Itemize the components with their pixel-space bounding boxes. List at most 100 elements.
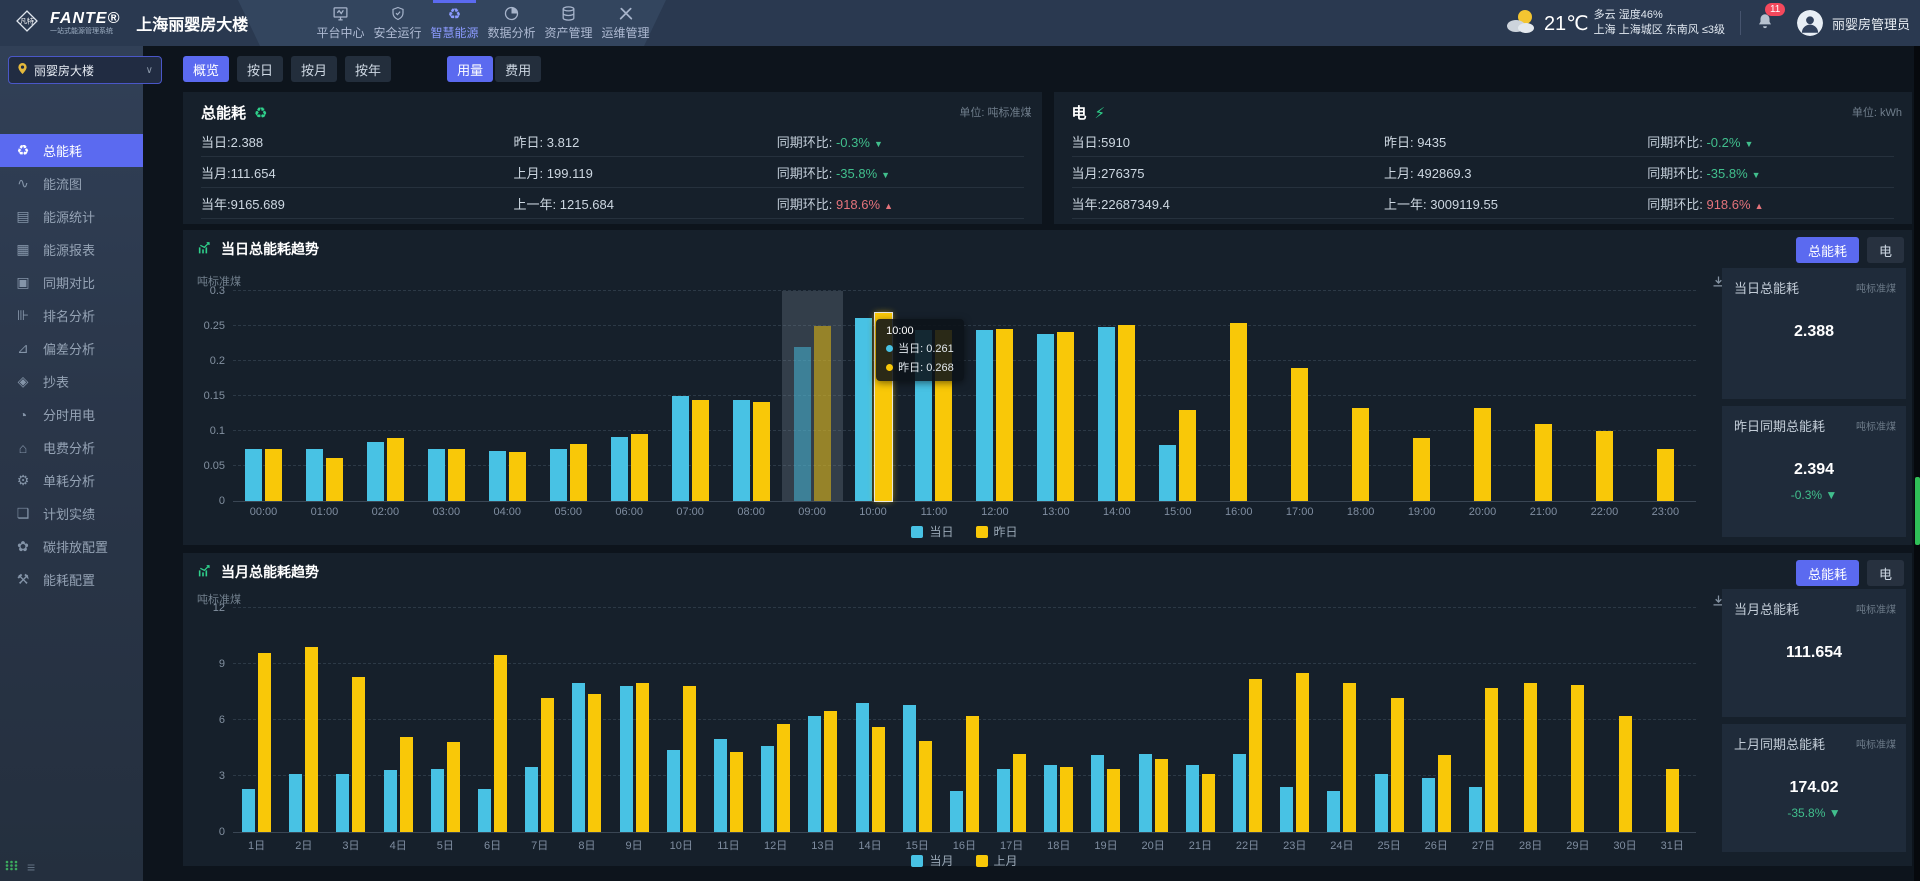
bar-当日[interactable] <box>733 400 750 502</box>
bar-昨日[interactable] <box>1230 323 1247 502</box>
nav-item-资产管理[interactable]: 资产管理 <box>540 0 597 46</box>
bar-当月[interactable] <box>997 769 1010 832</box>
sidebar-item-排名分析[interactable]: ⊪排名分析 <box>0 299 143 332</box>
sidebar-item-碳排放配置[interactable]: ✿碳排放配置 <box>0 530 143 563</box>
bar-上月[interactable] <box>352 677 365 832</box>
bar-上月[interactable] <box>1060 767 1073 832</box>
bar-上月[interactable] <box>636 683 649 832</box>
bar-上月[interactable] <box>1155 759 1168 832</box>
bar-上月[interactable] <box>588 694 601 832</box>
bar-当月[interactable] <box>1280 787 1293 832</box>
bar-当月[interactable] <box>1422 778 1435 832</box>
bar-昨日[interactable] <box>1596 431 1613 501</box>
bar-当日[interactable] <box>855 318 872 501</box>
sidebar-item-偏差分析[interactable]: ⊿偏差分析 <box>0 332 143 365</box>
legend-item-上月[interactable]: 上月 <box>976 852 1018 869</box>
bar-当月[interactable] <box>336 774 349 832</box>
bar-上月[interactable] <box>1107 769 1120 832</box>
bar-当月[interactable] <box>289 774 302 832</box>
bar-昨日[interactable] <box>326 458 343 501</box>
bar-昨日[interactable] <box>1657 449 1674 502</box>
tab-按月[interactable]: 按月 <box>291 56 337 82</box>
chart-button-电[interactable]: 电 <box>1867 560 1904 586</box>
bar-昨日[interactable] <box>692 400 709 502</box>
bar-昨日[interactable] <box>509 452 526 501</box>
bar-上月[interactable] <box>1619 716 1632 832</box>
avatar[interactable] <box>1797 10 1823 36</box>
nav-item-平台中心[interactable]: 平台中心 <box>312 0 369 46</box>
tab-概览[interactable]: 概览 <box>183 56 229 82</box>
bar-上月[interactable] <box>400 737 413 832</box>
chart-button-总能耗[interactable]: 总能耗 <box>1796 560 1859 586</box>
bar-上月[interactable] <box>494 655 507 832</box>
bar-当月[interactable] <box>1233 754 1246 832</box>
bar-当日[interactable] <box>245 449 262 502</box>
hamburger-menu-icon[interactable]: ≡ <box>27 859 35 875</box>
scrollbar-thumb[interactable] <box>1915 477 1920 545</box>
bar-上月[interactable] <box>541 698 554 832</box>
bar-当月[interactable] <box>667 750 680 832</box>
bar-上月[interactable] <box>777 724 790 832</box>
bar-当月[interactable] <box>808 716 821 832</box>
nav-item-运维管理[interactable]: 运维管理 <box>597 0 654 46</box>
grid-dots-icon[interactable] <box>5 858 18 876</box>
tab-用量[interactable]: 用量 <box>447 56 493 82</box>
bar-当日[interactable] <box>976 330 993 502</box>
sidebar-item-能流图[interactable]: ∿能流图 <box>0 167 143 200</box>
bar-当日[interactable] <box>428 449 445 502</box>
bar-当日[interactable] <box>794 347 811 501</box>
bar-昨日[interactable] <box>1118 325 1135 501</box>
bar-当月[interactable] <box>903 705 916 832</box>
bar-昨日[interactable] <box>1535 424 1552 501</box>
bar-上月[interactable] <box>1438 755 1451 832</box>
bar-当日[interactable] <box>550 449 567 502</box>
bar-当月[interactable] <box>1186 765 1199 832</box>
sidebar-item-分时用电[interactable]: ◔分时用电 <box>0 398 143 431</box>
bar-上月[interactable] <box>1343 683 1356 832</box>
bar-上月[interactable] <box>1202 774 1215 832</box>
bar-当月[interactable] <box>525 767 538 832</box>
bar-昨日[interactable] <box>1179 410 1196 501</box>
sidebar-item-能源统计[interactable]: ▤能源统计 <box>0 200 143 233</box>
bar-当日[interactable] <box>1098 327 1115 501</box>
bar-昨日[interactable] <box>1474 408 1491 501</box>
bar-昨日[interactable] <box>1352 408 1369 501</box>
bar-上月[interactable] <box>258 653 271 832</box>
tab-费用[interactable]: 费用 <box>495 56 541 82</box>
bar-当月[interactable] <box>1375 774 1388 832</box>
notification-bell-icon[interactable]: 11 <box>1756 12 1774 35</box>
legend-item-昨日[interactable]: 昨日 <box>976 523 1018 540</box>
tab-按日[interactable]: 按日 <box>237 56 283 82</box>
bar-当月[interactable] <box>384 770 397 832</box>
nav-item-数据分析[interactable]: 数据分析 <box>483 0 540 46</box>
chart-button-总能耗[interactable]: 总能耗 <box>1796 237 1859 263</box>
sidebar-item-抄表[interactable]: ◈抄表 <box>0 365 143 398</box>
bar-当月[interactable] <box>1091 755 1104 832</box>
nav-item-智慧能源[interactable]: ♻智慧能源 <box>426 0 483 46</box>
bar-当日[interactable] <box>1159 445 1176 501</box>
bar-昨日[interactable] <box>814 326 831 501</box>
legend-item-当日[interactable]: 当日 <box>911 523 953 540</box>
username[interactable]: 丽婴房管理员 <box>1832 14 1910 33</box>
sidebar-item-电费分析[interactable]: ⌂电费分析 <box>0 431 143 464</box>
bar-上月[interactable] <box>1391 698 1404 832</box>
bar-当月[interactable] <box>856 703 869 832</box>
nav-item-安全运行[interactable]: 安全运行 <box>369 0 426 46</box>
sidebar-item-总能耗[interactable]: ♻总能耗 <box>0 134 143 167</box>
bar-昨日[interactable] <box>1057 332 1074 501</box>
bar-上月[interactable] <box>447 742 460 832</box>
bar-昨日[interactable] <box>631 434 648 501</box>
bar-上月[interactable] <box>683 686 696 832</box>
bar-当日[interactable] <box>367 442 384 502</box>
bar-上月[interactable] <box>919 741 932 832</box>
chart-button-电[interactable]: 电 <box>1867 237 1904 263</box>
sidebar-item-同期对比[interactable]: ▣同期对比 <box>0 266 143 299</box>
bar-上月[interactable] <box>1571 685 1584 832</box>
bar-当日[interactable] <box>1037 334 1054 501</box>
bar-上月[interactable] <box>1666 769 1679 832</box>
bar-昨日[interactable] <box>753 402 770 501</box>
bar-当月[interactable] <box>761 746 774 832</box>
bar-当月[interactable] <box>1469 787 1482 832</box>
bar-当月[interactable] <box>431 769 444 832</box>
bar-当日[interactable] <box>489 451 506 501</box>
